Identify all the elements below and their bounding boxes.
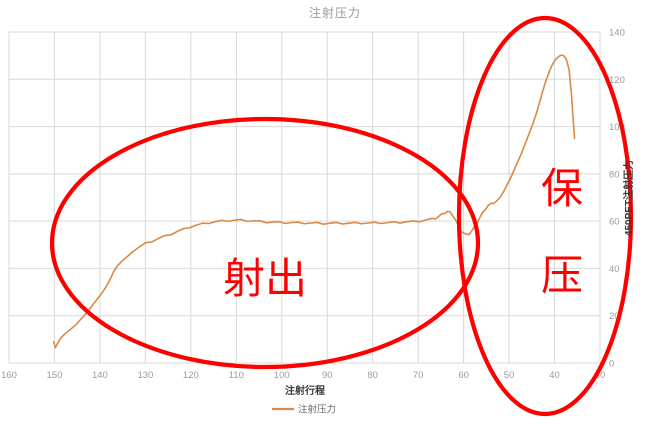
chart-title: 注射压力 [308, 6, 361, 20]
annotation-ellipses [49, 15, 634, 417]
x-axis-tick: 130 [137, 370, 153, 381]
y-axis-tick: 120 [609, 75, 625, 86]
annotation-ellipse-injection [49, 116, 481, 370]
gridlines-vertical [53, 32, 556, 363]
x-axis-tick: 150 [47, 370, 63, 381]
y-axis-tick-labels: 0 20 40 60 80 100 120 140 [609, 28, 625, 370]
x-axis-tick: 160 [1, 370, 17, 381]
y-axis-tick: 140 [609, 28, 625, 39]
annotation-label-injection: 射出 [223, 254, 307, 303]
y-axis-title: 450PET注射压力 [622, 160, 635, 236]
y-axis-tick: 20 [609, 311, 620, 322]
x-axis-tick: 140 [92, 370, 108, 381]
annotation-label-holding-line1: 保 [541, 164, 583, 213]
y-axis-tick: 100 [609, 122, 625, 133]
x-axis-tick: 70 [413, 370, 424, 381]
y-axis-tick: 40 [609, 264, 620, 275]
series-line-injection-pressure [52, 54, 576, 349]
annotation-ellipse-holding [456, 15, 634, 417]
x-axis-tick: 30 [595, 370, 606, 381]
x-axis-tick: 120 [183, 370, 199, 381]
x-axis-tick: 40 [549, 370, 560, 381]
annotation-label-holding-line2: 压 [541, 251, 583, 300]
y-axis-tick: 60 [609, 217, 620, 228]
x-axis-tick: 60 [458, 370, 469, 381]
y-axis-tick: 0 [609, 359, 614, 370]
legend-label-injection-pressure: 注射压力 [298, 404, 336, 416]
x-axis-tick-labels: 160 150 140 130 120 110 100 90 80 70 60 50 40 30 [1, 370, 605, 381]
x-axis-tick: 80 [367, 370, 378, 381]
plot-area [8, 31, 601, 364]
x-axis-tick: 50 [504, 370, 515, 381]
x-axis-tick: 90 [322, 370, 333, 381]
x-axis-tick: 100 [274, 370, 290, 381]
y-axis-tick: 80 [609, 169, 620, 180]
x-axis-title: 注射行程 [285, 384, 325, 397]
x-axis-tick: 110 [229, 370, 244, 381]
